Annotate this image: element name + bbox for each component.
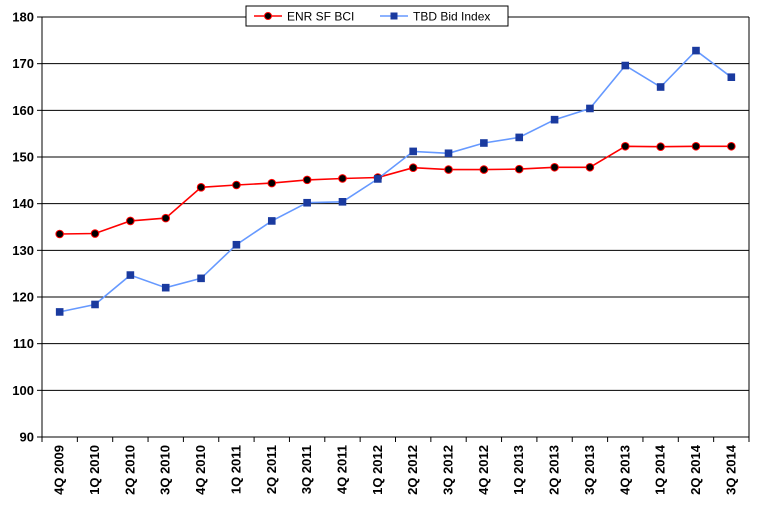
series-1-point [267, 217, 276, 225]
x-tick-label: 1Q 2013 [511, 445, 526, 495]
axes [37, 16, 750, 442]
series-1-point [656, 83, 665, 91]
series-0-point [585, 162, 595, 172]
series-line-1 [59, 49, 732, 313]
series-0-point [338, 174, 347, 183]
series-1-point [444, 149, 453, 158]
x-tick-label: 1Q 2012 [370, 445, 385, 495]
series-1-point [480, 139, 488, 147]
x-tick-label: 4Q 2012 [476, 445, 491, 495]
legend-box [245, 5, 509, 27]
series-0-point [408, 163, 418, 173]
y-tick-label: 140 [12, 196, 34, 211]
series-1-point [515, 133, 524, 142]
series-0-point [727, 141, 736, 151]
y-tick-label: 160 [12, 103, 34, 118]
x-tick-label: 3Q 2012 [441, 445, 456, 495]
series-1-point [303, 198, 311, 207]
series-1-point [91, 300, 99, 309]
series-1-point [409, 147, 417, 156]
series-0-point [302, 175, 312, 185]
y-tick-label: 150 [12, 150, 34, 165]
legend-label-tbd: TBD Bid Index [413, 10, 490, 24]
series-0-point [550, 162, 559, 172]
legend-label-enr: ENR SF BCI [287, 10, 354, 24]
y-tick-label: 110 [13, 336, 34, 351]
series-0-point [444, 165, 453, 174]
y-tick-label: 130 [12, 243, 34, 258]
x-tick-label: 4Q 2011 [334, 445, 349, 494]
x-tick-label: 2Q 2014 [688, 444, 703, 495]
x-tick-label: 3Q 2014 [723, 444, 738, 495]
series-1-point [550, 115, 559, 124]
legend: ENR SF BCI TBD Bid Index [245, 5, 509, 27]
x-tick-label: 1Q 2014 [653, 444, 668, 495]
plot-background [42, 17, 749, 437]
series-1-point [621, 61, 630, 70]
series-1-point [586, 104, 594, 113]
series-1-point [338, 198, 347, 206]
series-0-point [514, 164, 524, 174]
x-tick-label: 1Q 2011 [228, 445, 243, 494]
series-0-point [126, 216, 135, 226]
series-0-point [196, 183, 206, 192]
series-1-point [692, 46, 700, 55]
series-0-point [90, 229, 100, 238]
x-tick-label: 2Q 2012 [405, 445, 420, 495]
series-line-0 [59, 145, 732, 235]
series-1-point [55, 308, 64, 316]
y-tick-label: 90 [20, 430, 34, 445]
series-0-point [161, 213, 171, 223]
series-0-point [479, 165, 489, 174]
series-1-point [727, 73, 736, 81]
series-0-point [691, 141, 701, 151]
x-tick-label: 3Q 2011 [299, 445, 314, 494]
x-axis-tick-labels: 4Q 2009 1Q 2010 2Q 2010 3Q 2010 4Q 2010 1Q 20… [52, 444, 739, 495]
x-tick-label: 3Q 2013 [582, 445, 597, 495]
series-1-point [161, 283, 170, 292]
x-tick-label: 2Q 2013 [547, 445, 562, 495]
y-tick-label: 100 [12, 383, 34, 398]
series-0-point [656, 142, 665, 152]
series-1-point [126, 271, 135, 279]
y-tick-label: 180 [12, 10, 34, 25]
x-tick-label: 4Q 2010 [193, 445, 208, 495]
x-tick-label: 4Q 2009 [52, 445, 67, 495]
legend-marker-enr [264, 12, 272, 20]
y-tick-label: 170 [12, 56, 34, 71]
x-tick-label: 3Q 2010 [158, 445, 173, 495]
series-0-point [55, 229, 64, 239]
series-1-point [197, 274, 205, 283]
series-0-point [267, 178, 277, 188]
series-1-point [374, 175, 382, 183]
x-tick-label: 2Q 2011 [264, 445, 279, 494]
x-tick-label: 1Q 2010 [87, 445, 102, 495]
y-axis-tick-labels: 90 100 110 120 130 140 150 160 170 180 [12, 10, 34, 445]
series-1-point [232, 240, 241, 249]
legend-marker-tbd [390, 12, 398, 20]
x-tick-label: 4Q 2013 [617, 445, 632, 495]
series-0-point [620, 141, 630, 151]
y-tick-label: 120 [12, 290, 34, 305]
series-layer [55, 46, 736, 316]
x-tick-label: 2Q 2010 [122, 445, 137, 495]
series-0-point [232, 180, 241, 190]
